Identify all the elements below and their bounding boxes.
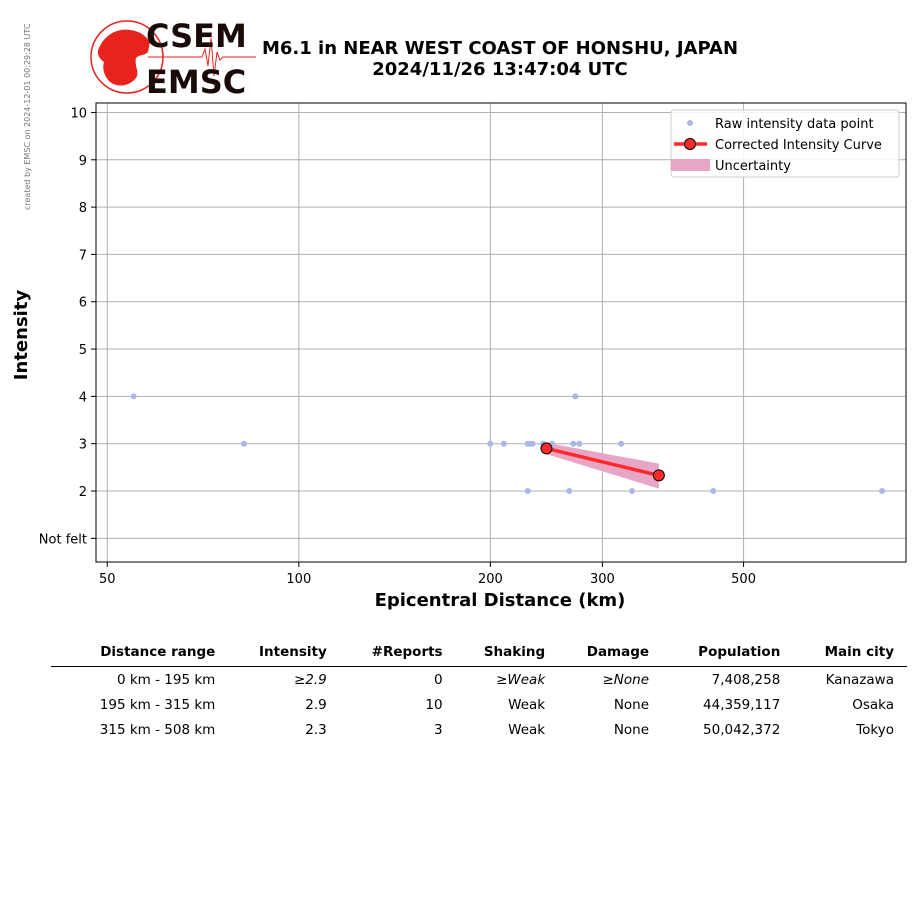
y-tick-label: 6 <box>79 296 87 311</box>
table-cell: None <box>613 696 650 713</box>
legend-band-swatch <box>671 159 710 171</box>
curve-marker <box>540 442 553 455</box>
table-cell: 2.3 <box>305 721 327 738</box>
table-cell: 3 <box>434 721 443 738</box>
y-tick-label: 10 <box>70 106 87 121</box>
table-cell: 7,408,258 <box>711 671 781 688</box>
table-header-cell: Intensity <box>228 642 340 667</box>
table-header-cell: Population <box>662 642 794 667</box>
y-tick-label: Not felt <box>39 532 87 547</box>
legend-label: Corrected Intensity Curve <box>715 138 882 153</box>
y-tick-label: 2 <box>79 485 87 500</box>
table-row: 315 km - 508 km 2.3 3 Weak None 50,042,372 Tok… <box>51 717 907 742</box>
table-header-cell: Damage <box>558 642 663 667</box>
europe-map-shape <box>97 29 150 86</box>
table-cell: 195 km - 315 km <box>99 696 216 713</box>
table-cell: 50,042,372 <box>703 721 781 738</box>
csem-emsc-logo: CSEM EMSC <box>90 17 256 100</box>
table-cell: 10 <box>425 696 443 713</box>
title-line-1: M6.1 in NEAR WEST COAST OF HONSHU, JAPAN <box>261 38 739 59</box>
curve-marker <box>652 469 665 482</box>
y-tick-label: 9 <box>79 154 87 169</box>
curve-layer <box>540 442 665 482</box>
raw-points-layer <box>130 393 885 495</box>
raw-data-point <box>500 440 507 447</box>
raw-data-point <box>566 488 573 495</box>
x-tick-label: 500 <box>731 572 756 587</box>
table-cell: Kanazawa <box>825 671 894 688</box>
y-tick-label: 7 <box>79 248 87 263</box>
raw-data-point <box>524 488 531 495</box>
table-cell: None <box>613 721 650 738</box>
table-header-row: Distance range Intensity #Reports Shaking Da… <box>51 642 907 667</box>
raw-data-point <box>878 488 885 495</box>
logo-emsc-text: EMSC <box>146 63 246 100</box>
x-tick-label: 100 <box>286 572 311 587</box>
table-cell: 0 km - 195 km <box>116 671 216 688</box>
table-header-cell: Distance range <box>51 642 229 667</box>
table-cell: 2.9 <box>305 696 327 713</box>
raw-data-point <box>710 488 717 495</box>
raw-data-point <box>240 440 247 447</box>
raw-data-point <box>487 440 494 447</box>
table-header-cell: #Reports <box>339 642 456 667</box>
table-cell: Tokyo <box>856 721 894 738</box>
raw-data-point <box>130 393 137 400</box>
plot-frame <box>95 102 907 563</box>
table-cell: 315 km - 508 km <box>99 721 216 738</box>
table-cell: ≥Weak <box>496 671 546 688</box>
raw-data-point <box>529 440 536 447</box>
table-row: 195 km - 315 km 2.9 10 Weak None 44,359,117 Os… <box>51 692 907 717</box>
seismogram-line <box>148 37 256 77</box>
grid-layer <box>96 103 906 562</box>
legend-label: Uncertainty <box>715 159 791 174</box>
table-header-cell: Shaking <box>455 642 559 667</box>
table-cell: Weak <box>508 721 546 738</box>
y-tick-label: 3 <box>79 438 87 453</box>
summary-table: Distance range Intensity #Reports Shaking Da… <box>51 642 907 742</box>
legend-marker-swatch <box>684 138 696 150</box>
table-header-cell: Main city <box>793 642 907 667</box>
table-cell: ≥2.9 <box>293 671 327 688</box>
intensity-chart: 50 100 200 300 500 Not felt 2 3 4 5 6 7 8 9 10 Raw int… <box>11 102 907 611</box>
raw-data-point <box>570 440 577 447</box>
table-cell: ≥None <box>602 671 650 688</box>
y-tick-label: 4 <box>79 390 87 405</box>
y-tick-label: 8 <box>79 201 87 216</box>
x-axis-label: Epicentral Distance (km) <box>375 590 626 611</box>
legend: Raw intensity data point Corrected Intens… <box>670 109 900 178</box>
table-cell: Osaka <box>852 696 894 713</box>
y-tick-label: 5 <box>79 343 87 358</box>
raw-data-point <box>572 393 579 400</box>
corrected-intensity-curve <box>546 446 660 478</box>
table-cell: 44,359,117 <box>703 696 781 713</box>
y-axis-label: Intensity <box>11 290 32 381</box>
x-tick-label: 300 <box>590 572 615 587</box>
title-line-2: 2024/11/26 13:47:04 UTC <box>372 59 628 80</box>
legend-point-swatch <box>687 120 693 126</box>
raw-data-point <box>629 488 636 495</box>
logo-csem-text: CSEM <box>146 17 247 55</box>
legend-label: Raw intensity data point <box>715 117 874 132</box>
x-tick-label: 200 <box>478 572 503 587</box>
chart-title: M6.1 in NEAR WEST COAST OF HONSHU, JAPAN… <box>240 38 760 80</box>
axis-layer: 50 100 200 300 500 Not felt 2 3 4 5 6 7 8 9 10 <box>39 102 907 587</box>
raw-data-point <box>618 440 625 447</box>
table-cell: 0 <box>434 671 443 688</box>
raw-data-point <box>576 440 583 447</box>
table-cell: Weak <box>508 696 546 713</box>
x-tick-label: 50 <box>99 572 116 587</box>
legend-box <box>670 109 900 178</box>
table-row: 0 km - 195 km ≥2.9 0 ≥Weak ≥None 7,408,258 Kan… <box>51 667 907 693</box>
